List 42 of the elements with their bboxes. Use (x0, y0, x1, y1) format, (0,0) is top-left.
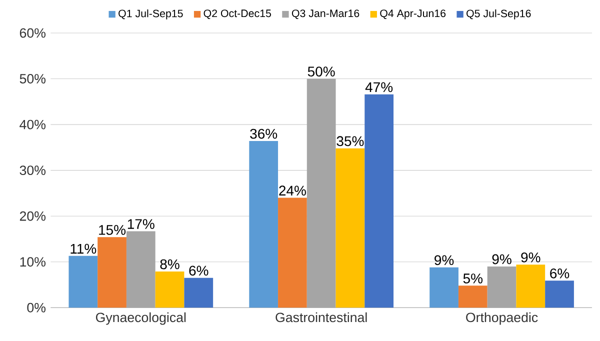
bar (278, 198, 307, 308)
y-tick-label: 0% (27, 302, 46, 312)
y-tick-label: 30% (20, 166, 46, 176)
legend-label: Q2 Oct-Dec15 (204, 10, 271, 20)
data-label: 11% (70, 244, 96, 254)
x-tick-label: Gynaecological (96, 312, 186, 325)
data-label: 50% (308, 66, 335, 77)
bar (336, 148, 365, 308)
bar (364, 94, 394, 308)
data-label: 17% (128, 219, 154, 229)
bar (458, 286, 488, 308)
data-label: 35% (336, 136, 364, 146)
data-label: 9% (492, 254, 512, 264)
legend-label: Q3 Jan-Mar16 (292, 10, 360, 20)
bar (249, 141, 278, 308)
y-tick-label: 20% (20, 211, 46, 221)
legend-label: Q5 Jul-Sep16 (466, 9, 531, 20)
x-tick-label: Gastrointestinal (276, 312, 367, 322)
bar (545, 280, 574, 308)
y-tick-label: 10% (20, 257, 46, 267)
y-tick-label: 60% (20, 28, 46, 38)
bar (430, 267, 458, 308)
bar (184, 278, 214, 308)
data-label: 5% (463, 274, 483, 284)
legend-label: Q4 Apr-Jun16 (380, 10, 446, 20)
bar (516, 264, 546, 308)
data-label: 47% (365, 82, 393, 92)
legend-label: Q1 Jul-Sep15 (118, 9, 183, 20)
y-tick-label: 50% (20, 74, 46, 84)
data-label: 9% (521, 252, 540, 262)
y-tick-label: 40% (20, 120, 46, 130)
data-label: 6% (550, 268, 570, 278)
bar (68, 256, 98, 308)
data-label: 15% (99, 225, 126, 235)
data-label: 8% (160, 259, 180, 270)
data-label: 6% (189, 266, 208, 276)
bar (98, 237, 126, 308)
bar (155, 271, 184, 308)
data-label: 9% (434, 255, 454, 266)
x-tick-label: Orthopaedic (466, 312, 538, 325)
data-label: 36% (250, 128, 278, 139)
data-label: 24% (279, 186, 306, 196)
